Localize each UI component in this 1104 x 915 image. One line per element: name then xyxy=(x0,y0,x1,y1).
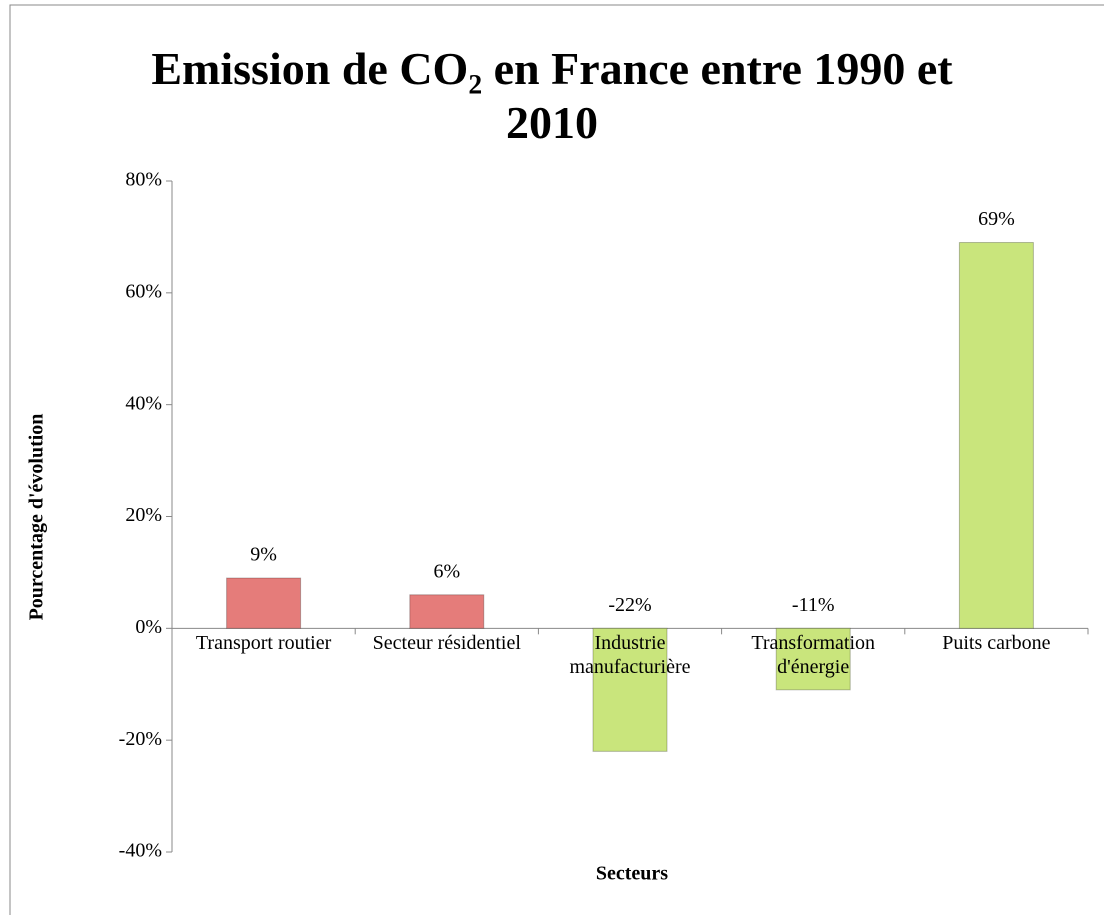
x-tick-label: Transport routier xyxy=(195,632,332,655)
x-tick-label: Transformation d'énergie xyxy=(751,632,876,679)
data-label: 9% xyxy=(250,544,277,566)
x-tick-label: Secteur résidentiel xyxy=(372,632,521,655)
y-tick-label: -20% xyxy=(119,728,162,750)
bar xyxy=(592,627,668,752)
chart-title: Emission de CO₂ en France entre 1990 et … xyxy=(151,43,953,148)
bar xyxy=(226,577,302,629)
y-axis-label: Pourcentage d'évolution xyxy=(26,414,48,621)
x-axis-label: Secteurs xyxy=(596,863,668,885)
bar xyxy=(409,594,485,629)
data-label: 69% xyxy=(978,208,1015,230)
bar xyxy=(775,627,851,691)
chart-frame xyxy=(9,4,1104,915)
y-tick-label: 0% xyxy=(135,616,162,638)
x-tick-label: Industrie manufacturière xyxy=(569,632,691,679)
data-label: 6% xyxy=(433,560,460,582)
y-tick-label: -40% xyxy=(119,840,162,862)
y-tick-label: 60% xyxy=(125,280,162,302)
y-tick-label: 20% xyxy=(125,504,162,526)
bar xyxy=(958,242,1034,629)
y-tick-label: 40% xyxy=(125,392,162,414)
data-label: -11% xyxy=(792,594,835,616)
y-tick-label: 80% xyxy=(125,169,162,191)
data-label: -22% xyxy=(608,594,651,616)
x-tick-label: Puits carbone xyxy=(942,632,1051,655)
